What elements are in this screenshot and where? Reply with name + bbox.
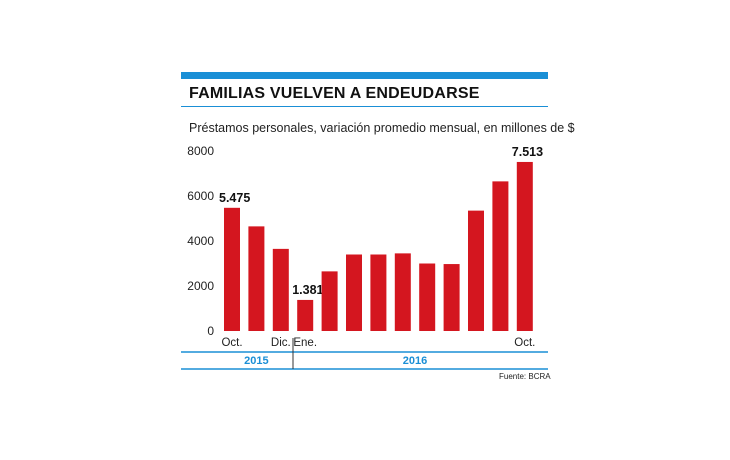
bar bbox=[321, 271, 338, 331]
bar bbox=[346, 254, 362, 331]
bar bbox=[516, 161, 533, 331]
bar bbox=[468, 210, 484, 331]
bar bbox=[443, 264, 460, 331]
category-label: Dic. bbox=[271, 337, 291, 349]
bar bbox=[419, 263, 436, 331]
y-tick-label: 2000 bbox=[187, 279, 214, 293]
data-label: 7.513 bbox=[512, 145, 543, 159]
chart-title: FAMILIAS VUELVEN A ENDEUDARSE bbox=[189, 85, 480, 102]
y-tick-label: 0 bbox=[207, 324, 214, 338]
source-note: Fuente: BCRA bbox=[499, 372, 551, 381]
category-label: Ene. bbox=[293, 337, 317, 349]
y-tick-label: 8000 bbox=[187, 144, 214, 158]
top-accent-bar bbox=[181, 72, 548, 79]
bar bbox=[272, 248, 289, 331]
y-tick-label: 4000 bbox=[187, 234, 214, 248]
bar bbox=[224, 207, 240, 331]
bar bbox=[394, 253, 411, 331]
y-tick-label: 6000 bbox=[187, 189, 214, 203]
title-divider bbox=[181, 106, 548, 107]
bar bbox=[297, 299, 314, 331]
bar bbox=[492, 181, 509, 331]
chart-subtitle: Préstamos personales, variación promedio… bbox=[189, 121, 575, 135]
bar bbox=[370, 254, 387, 331]
category-label: Oct. bbox=[221, 337, 242, 349]
data-label: 5.475 bbox=[219, 191, 250, 205]
year-label: 2015 bbox=[244, 355, 268, 367]
bar bbox=[248, 226, 265, 331]
year-label: 2016 bbox=[403, 355, 427, 367]
data-label: 1.381 bbox=[292, 283, 323, 297]
category-label: Oct. bbox=[514, 337, 535, 349]
